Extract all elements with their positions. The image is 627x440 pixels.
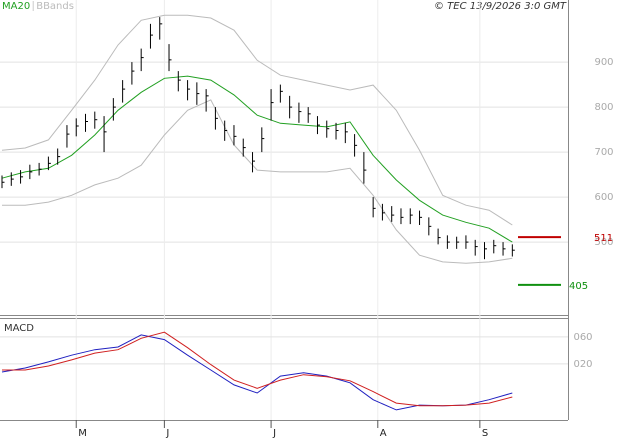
y-tick-label: 020 xyxy=(573,359,592,370)
y-tick-label: 900 xyxy=(594,57,613,68)
level-label: 405 xyxy=(569,281,588,292)
x-tick-label: J xyxy=(165,428,169,439)
y-tick-label: 500 xyxy=(594,237,613,248)
legend-entry: MA20 xyxy=(2,1,30,12)
y-tick-label: 060 xyxy=(573,332,592,343)
copyright: © TEC 13/9/2026 3:0 GMT xyxy=(434,1,567,12)
x-tick-label: S xyxy=(482,428,488,439)
level-label: 511 xyxy=(594,233,613,244)
bband-lower xyxy=(2,99,513,264)
x-tick-label: J xyxy=(272,428,276,439)
x-tick-label: M xyxy=(78,428,87,439)
ma-line xyxy=(1,75,513,243)
x-tick-label: A xyxy=(380,428,387,439)
y-tick-label: 800 xyxy=(594,102,613,113)
y-tick-label: 600 xyxy=(594,192,613,203)
panel-title: MACD xyxy=(4,323,34,334)
bband-upper xyxy=(1,14,513,226)
y-tick-label: 700 xyxy=(594,147,613,158)
macd-line xyxy=(2,331,513,407)
legend-entry: BBands xyxy=(36,1,74,12)
